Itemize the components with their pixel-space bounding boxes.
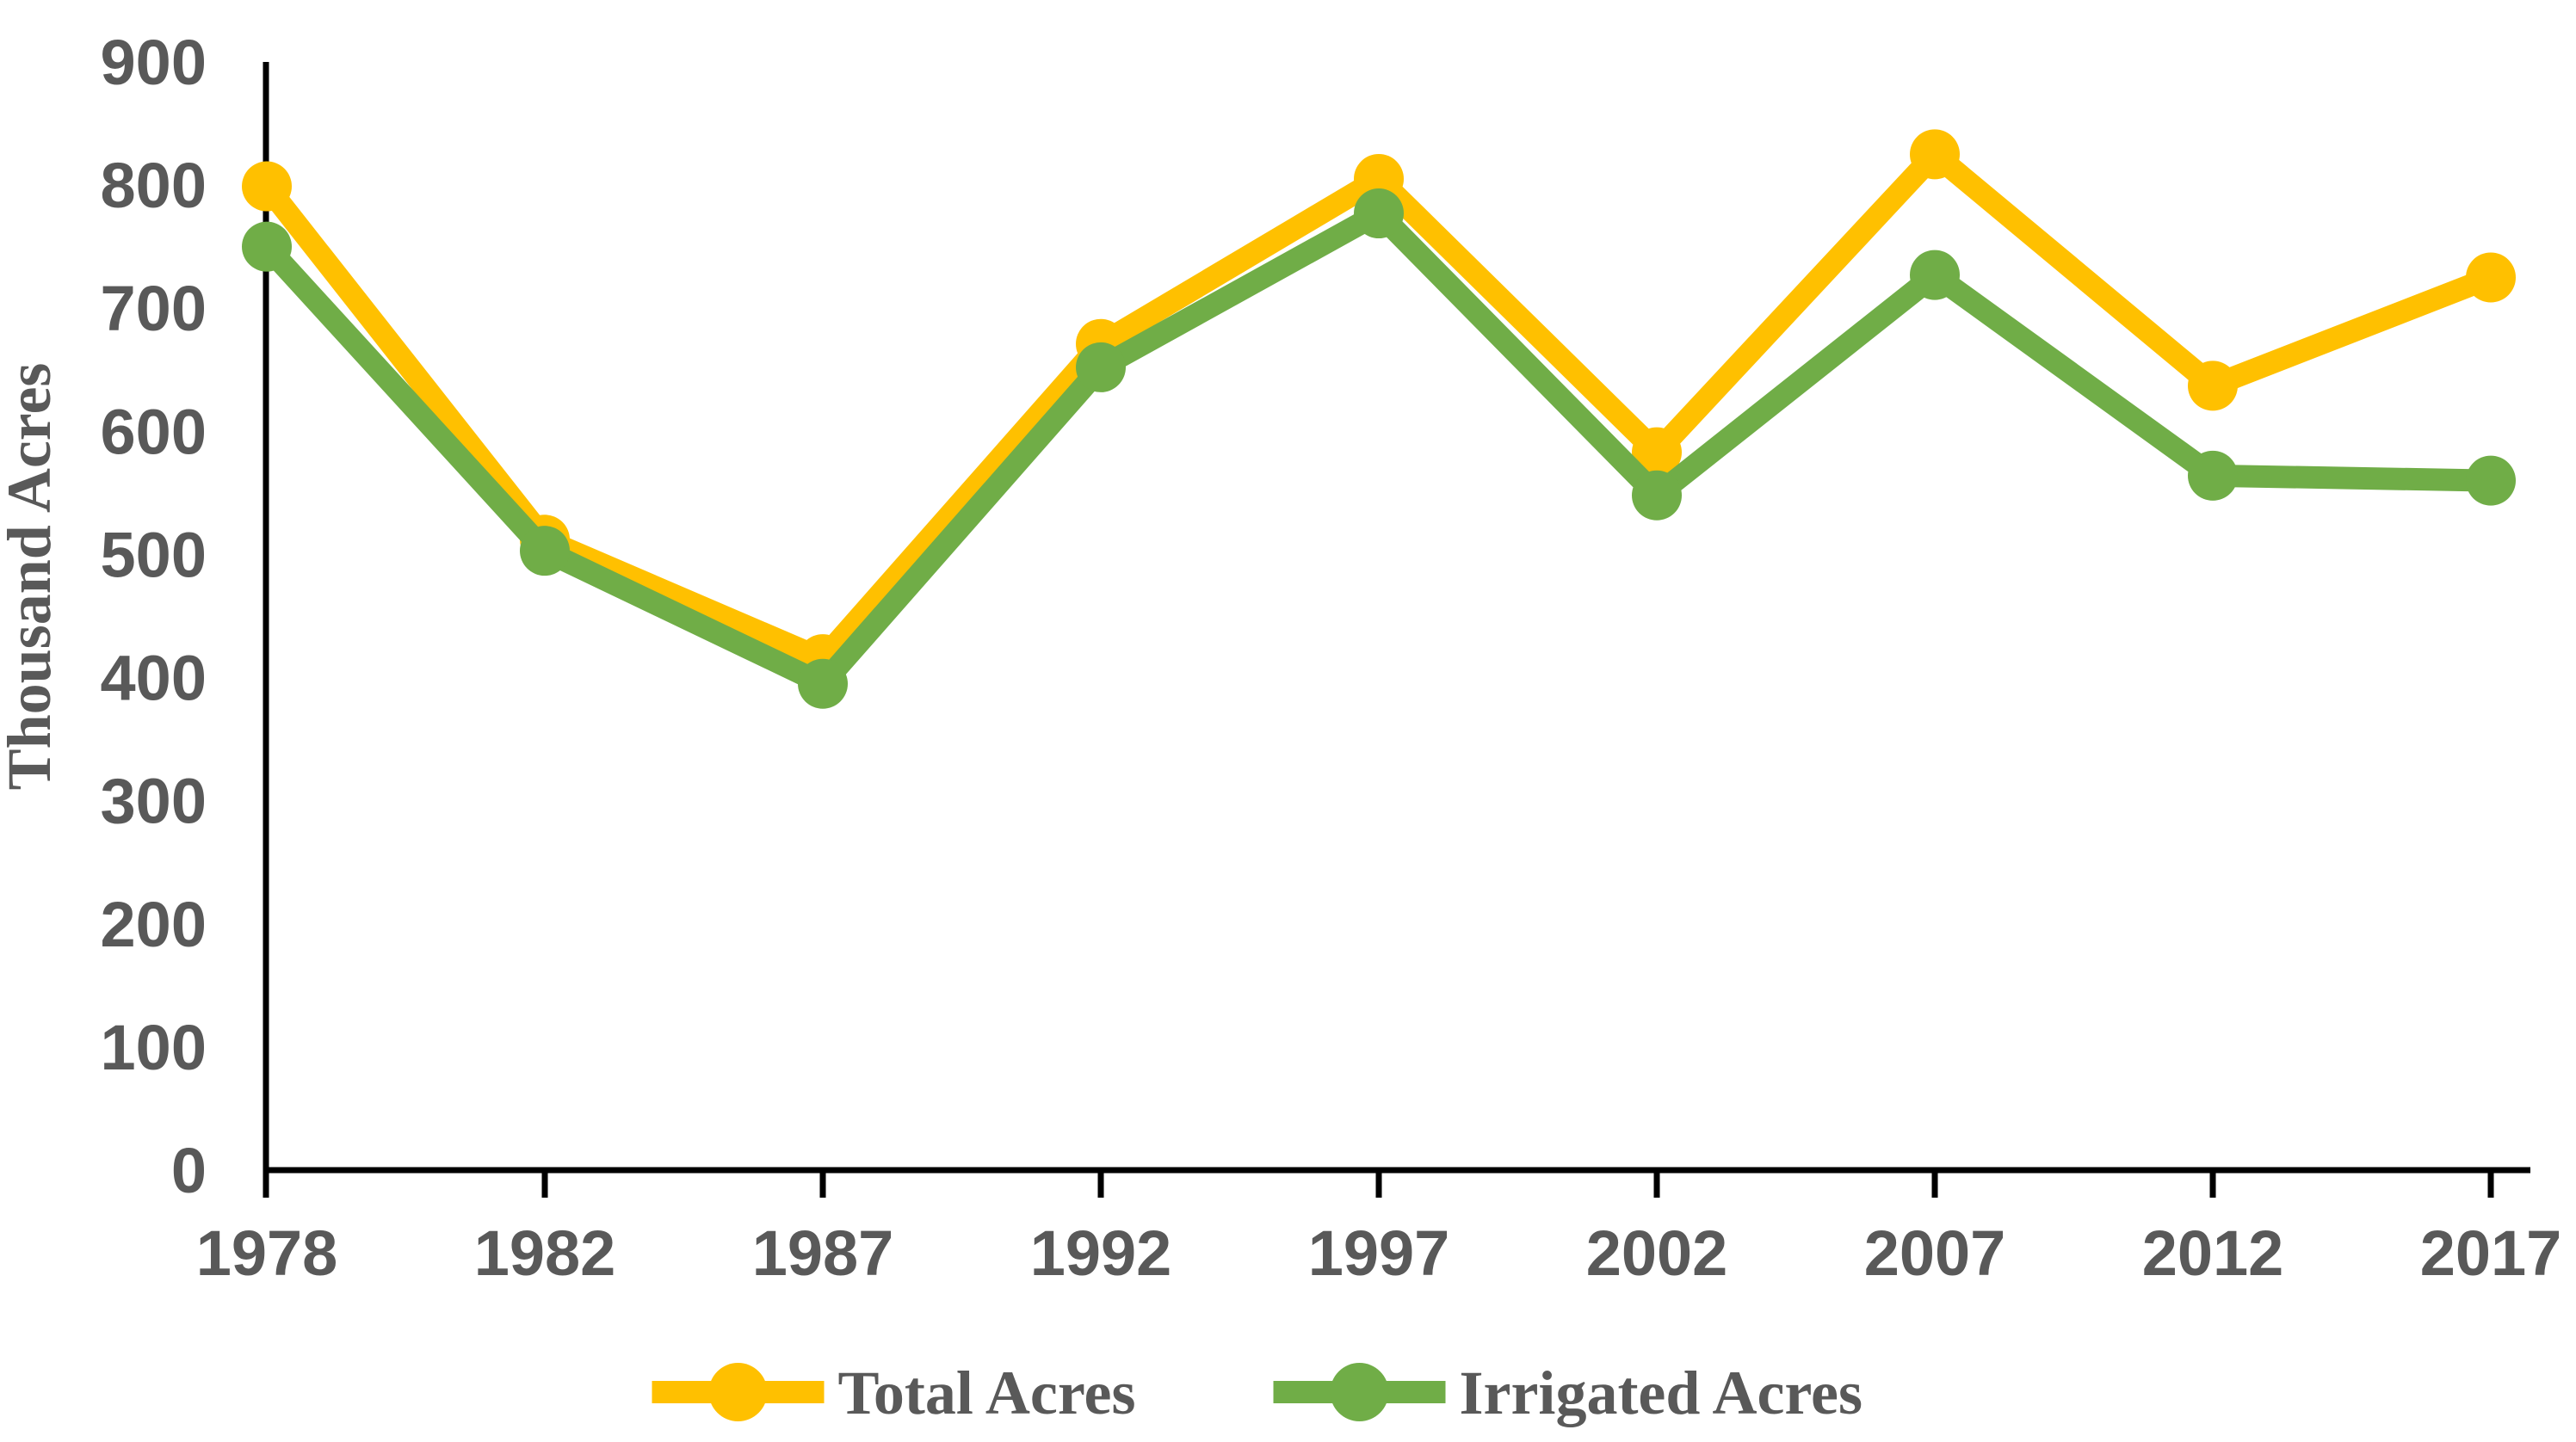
y-tick-label: 800 xyxy=(101,150,207,221)
data-point-marker xyxy=(2188,360,2238,411)
data-point-marker xyxy=(1910,129,1960,180)
x-tick-mark xyxy=(819,1170,826,1198)
axes xyxy=(263,62,2530,1198)
data-point-marker xyxy=(2466,455,2516,506)
legend-label: Total Acres xyxy=(838,1359,1136,1427)
legend-swatch-marker xyxy=(708,1363,768,1421)
y-tick-label: 600 xyxy=(101,396,207,467)
data-point-marker xyxy=(1910,250,1960,300)
y-tick-label: 200 xyxy=(101,889,207,960)
x-tick-mark xyxy=(541,1170,548,1198)
data-point-marker xyxy=(2188,450,2238,501)
x-tick-mark xyxy=(1931,1170,1938,1198)
data-point-marker xyxy=(1632,427,1682,478)
y-tick-label: 500 xyxy=(101,519,207,590)
x-tick-label: 1987 xyxy=(752,1217,894,1289)
y-tick-label: 700 xyxy=(101,273,207,344)
data-point-marker xyxy=(1076,342,1126,392)
data-point-marker xyxy=(798,658,848,709)
y-axis-tick-labels: 0 100 200 300 400 500 600 700 800 900 xyxy=(101,27,207,1206)
x-tick-label: 2017 xyxy=(2420,1217,2562,1289)
x-tick-mark xyxy=(1097,1170,1104,1198)
y-tick-label: 900 xyxy=(101,27,207,98)
x-axis-tick-labels: 1978 1982 1987 1992 1997 2002 2007 2012 2017 xyxy=(196,1217,2562,1289)
x-tick-label: 1992 xyxy=(1030,1217,1172,1289)
x-tick-mark xyxy=(1653,1170,1660,1198)
legend-label: Irrigated Acres xyxy=(1460,1359,1863,1427)
x-tick-label: 1997 xyxy=(1308,1217,1450,1289)
data-point-marker xyxy=(2466,252,2516,303)
data-point-marker xyxy=(1354,153,1404,204)
data-point-marker xyxy=(242,161,292,212)
data-series xyxy=(242,129,2516,709)
x-tick-label: 1978 xyxy=(196,1217,338,1289)
x-tick-mark xyxy=(1375,1170,1382,1198)
legend: Total Acres Irrigated Acres xyxy=(652,1359,1863,1427)
y-tick-label: 400 xyxy=(101,643,207,714)
x-tick-label: 2012 xyxy=(2142,1217,2284,1289)
x-tick-mark xyxy=(2209,1170,2216,1198)
x-tick-label: 2007 xyxy=(1864,1217,2006,1289)
x-tick-label: 2002 xyxy=(1586,1217,1728,1289)
x-axis-line xyxy=(263,1167,2530,1174)
series-line-irrigated-acres xyxy=(258,202,2492,695)
x-tick-label: 1982 xyxy=(474,1217,616,1289)
data-point-marker xyxy=(520,526,570,576)
x-tick-mark xyxy=(2487,1170,2494,1198)
data-point-marker xyxy=(242,221,292,272)
legend-swatch-marker xyxy=(1330,1363,1389,1421)
y-axis-line xyxy=(263,62,269,1198)
data-point-marker xyxy=(1354,188,1404,239)
y-tick-label: 300 xyxy=(101,766,207,837)
y-tick-label: 0 xyxy=(171,1135,207,1206)
data-point-marker xyxy=(1632,470,1682,521)
y-axis-title: Thousand Acres xyxy=(0,363,64,791)
y-tick-label: 100 xyxy=(101,1012,207,1083)
